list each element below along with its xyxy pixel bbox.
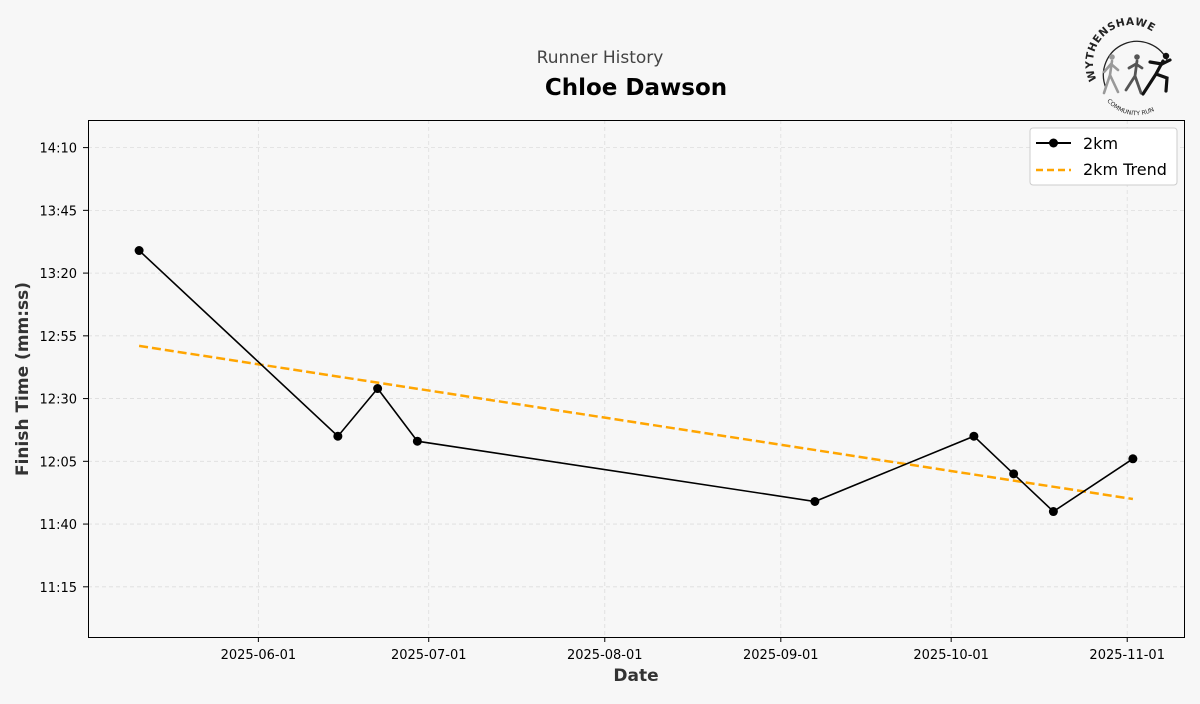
legend-marker-2km — [1049, 138, 1058, 148]
y-tick-label: 12:05 — [40, 455, 77, 470]
data-point-2km — [1048, 507, 1058, 517]
y-tick-label: 14:10 — [40, 142, 77, 157]
grid-lines — [88, 120, 1184, 637]
chart-subtitle: Runner History — [537, 48, 664, 68]
plot-area — [88, 120, 1185, 638]
y-tick-label: 13:20 — [40, 267, 77, 282]
y-tick-label: 13:45 — [40, 204, 77, 219]
data-point-2km — [969, 431, 979, 441]
y-axis-ticks: 11:15 11:40 12:05 12:30 12:55 13:20 13:45 14:10 — [40, 142, 88, 596]
x-axis-label: Date — [613, 666, 658, 686]
legend: 2km 2km Trend — [1029, 127, 1178, 186]
y-axis-label: Finish Time (mm:ss) — [13, 282, 33, 476]
x-tick-label: 2025-07-01 — [391, 648, 467, 663]
data-point-2km — [1128, 454, 1138, 464]
data-point-2km — [134, 246, 144, 256]
x-axis-ticks: 2025-06-01 2025-07-01 2025-08-01 2025-09-01… — [221, 637, 1165, 663]
x-tick-label: 2025-08-01 — [567, 648, 643, 663]
data-point-2km — [333, 431, 343, 441]
chart-title: Chloe Dawson — [545, 75, 727, 101]
runner-silhouette-mid-icon — [1124, 54, 1144, 95]
x-tick-label: 2025-11-01 — [1089, 648, 1165, 663]
legend-label-trend: 2km Trend — [1083, 160, 1167, 179]
x-tick-label: 2025-09-01 — [743, 648, 819, 663]
data-point-2km — [373, 384, 383, 394]
series-line-2km — [138, 249, 1134, 513]
club-logo: WYTHENSHAWE COMMUNITY RUN — [1084, 16, 1172, 118]
x-tick-label: 2025-06-01 — [221, 648, 297, 663]
data-point-2km — [412, 436, 422, 446]
series-line-2km-trend — [138, 344, 1134, 501]
runner-silhouette-dark-icon — [1141, 52, 1172, 96]
y-tick-label: 11:15 — [40, 581, 77, 596]
legend-label-2km: 2km — [1083, 134, 1118, 153]
x-tick-label: 2025-10-01 — [913, 648, 989, 663]
y-tick-label: 11:40 — [40, 518, 77, 533]
y-tick-label: 12:30 — [40, 393, 77, 408]
runner-silhouette-light-icon — [1102, 54, 1120, 95]
series-layer — [134, 246, 1138, 517]
data-point-2km — [1009, 469, 1019, 479]
logo-bottom-text: COMMUNITY RUN — [1105, 98, 1155, 118]
y-tick-label: 12:55 — [40, 330, 77, 345]
logo-top-text: WYTHENSHAWE — [1084, 16, 1158, 83]
data-point-2km — [810, 496, 820, 506]
